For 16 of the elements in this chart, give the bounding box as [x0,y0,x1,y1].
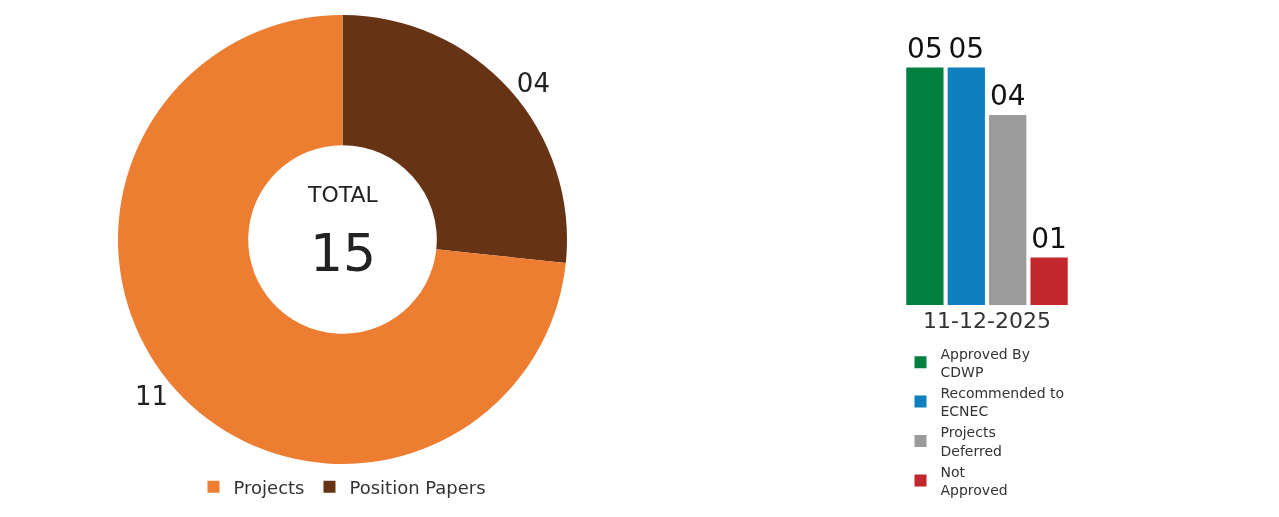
text: TOTAL [307,182,379,207]
data-label: 04 [989,79,1026,112]
donut-slice [118,15,566,464]
legend-label: Approved By CDWP [940,345,1030,380]
text: 15 [310,223,377,283]
legend-label: Recommended to ECNEC [940,384,1064,420]
legend-label: Position Papers [349,476,486,498]
data-label: 01 [1030,221,1067,255]
data-label: 05 [948,31,984,65]
data-label: 04 [516,67,550,98]
legend-label: Not Approved [940,463,1008,498]
legend-label: Projects Deferred [940,424,1002,459]
data-label: 05 [906,31,943,65]
data-label: 11 [135,381,169,412]
legend-label: Projects [233,476,305,498]
x-tick-label: 11-12-2025 [922,308,1051,333]
